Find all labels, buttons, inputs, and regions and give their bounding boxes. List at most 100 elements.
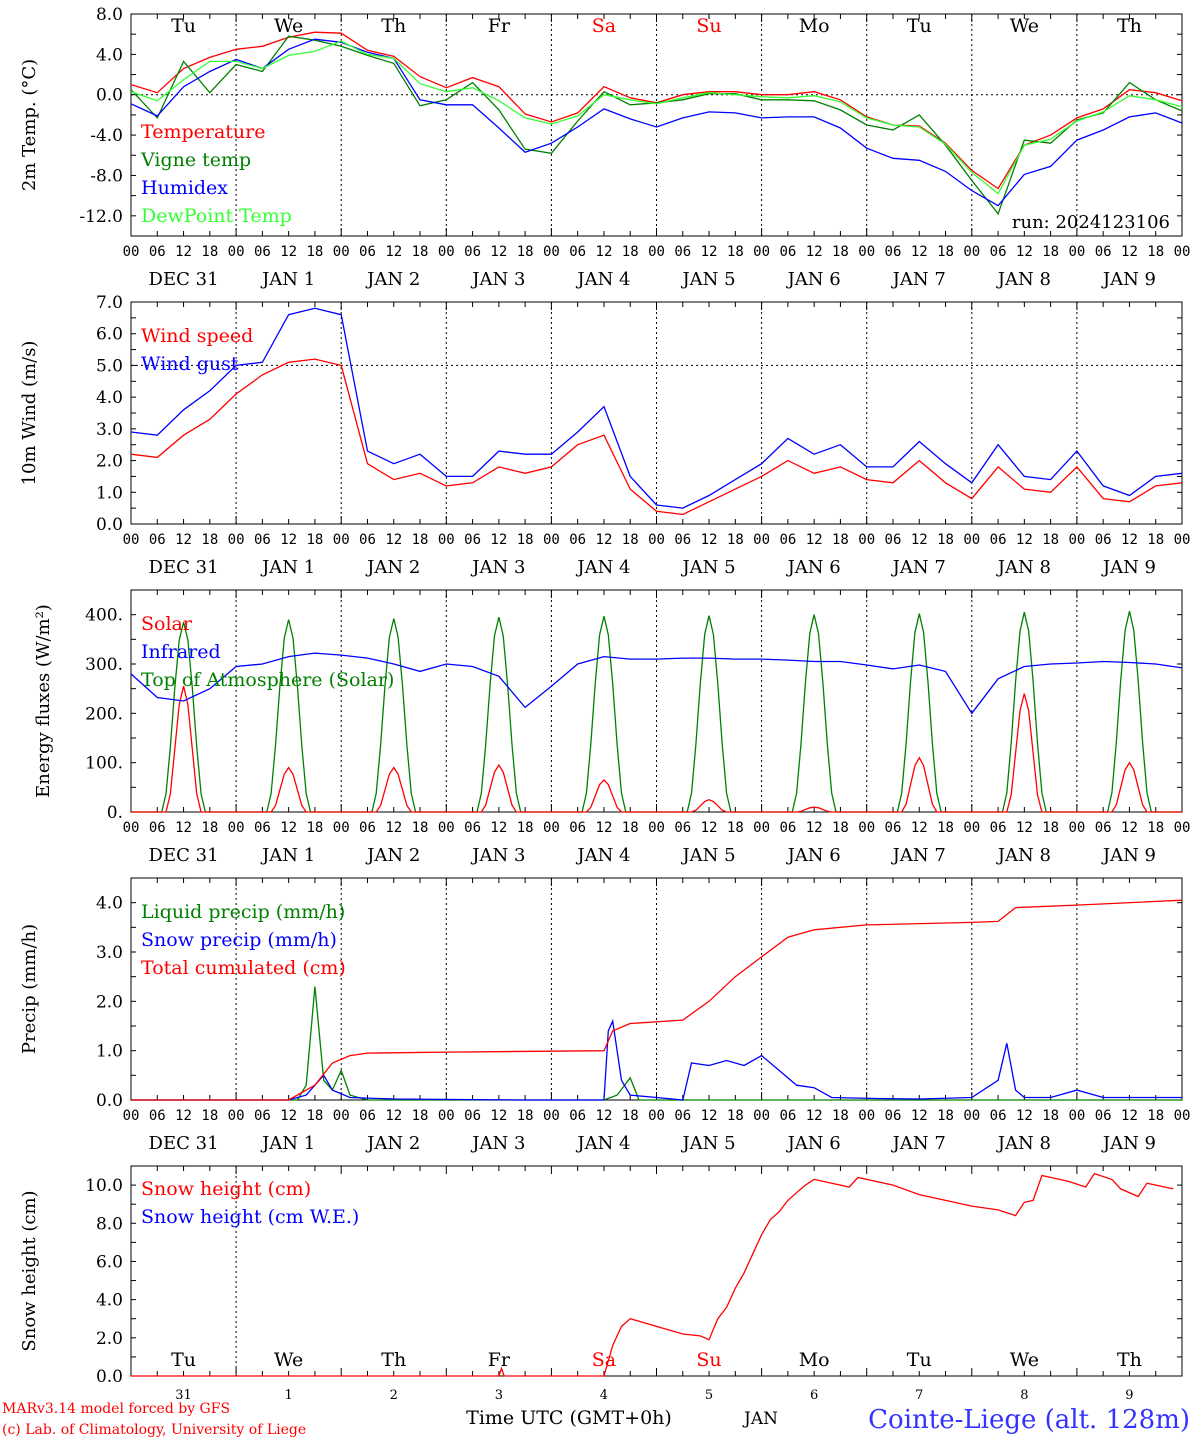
- hour-tick-label: 18: [412, 244, 429, 260]
- hour-tick-label: 00: [438, 532, 455, 548]
- weekday-label: Fr: [488, 15, 511, 37]
- hour-tick-label: 00: [438, 820, 455, 836]
- y-tick-label: 1.0: [96, 483, 123, 503]
- hour-tick-label: 18: [306, 820, 323, 836]
- series-line-2: [130, 35, 1183, 216]
- series-line-4: [130, 40, 1183, 195]
- hour-tick-label: 00: [858, 244, 875, 260]
- hour-tick-label: 12: [596, 244, 613, 260]
- chart-panel-4: 0.0 1.0 2.0 3.0 4.0 Precip (mm/h) 00 06 12 18 DEC …: [19, 877, 1190, 1154]
- date-label: DEC 31: [149, 845, 219, 866]
- station-label: Cointe-Liege (alt. 128m): [868, 1405, 1190, 1435]
- weekday-label: Sa: [592, 15, 616, 37]
- hour-tick-label: 18: [937, 820, 954, 836]
- infrared-series: [130, 652, 1183, 715]
- series-line-1: [130, 358, 1183, 516]
- y-tick-label: -12.0: [79, 207, 123, 227]
- hour-tick-label: 12: [280, 532, 297, 548]
- hour-tick-label: 12: [701, 1108, 718, 1124]
- hour-tick-label: 18: [1147, 1108, 1164, 1124]
- day-number-label: 6: [810, 1388, 818, 1403]
- legend-entry: Infrared: [141, 641, 221, 663]
- date-label: JAN 1: [260, 845, 315, 866]
- hour-tick-label: 06: [779, 244, 796, 260]
- day-number-label: 2: [390, 1388, 398, 1403]
- hour-tick-label: 12: [175, 820, 192, 836]
- hour-tick-label: 18: [937, 1108, 954, 1124]
- y-tick-label: 3.0: [96, 420, 123, 440]
- hour-tick-label: 18: [832, 244, 849, 260]
- y-tick-label: 10.0: [85, 1176, 123, 1196]
- day-number-label: 9: [1125, 1388, 1133, 1403]
- hour-tick-label: 12: [1016, 820, 1033, 836]
- hour-tick-label: 12: [280, 244, 297, 260]
- date-label: JAN 4: [575, 557, 630, 578]
- hour-tick-label: 12: [806, 820, 823, 836]
- hour-tick-label: 06: [254, 1108, 271, 1124]
- hour-tick-label: 12: [911, 1108, 928, 1124]
- weekday-label: We: [1010, 1349, 1039, 1371]
- hour-tick-label: 18: [727, 532, 744, 548]
- hour-tick-label: 06: [990, 244, 1007, 260]
- y-tick-label: 100.: [85, 754, 123, 774]
- date-label: JAN 4: [575, 845, 630, 866]
- chart-panel-1: 8.0 4.0 0.0 -4.0 -8.0 -12.0 2m Temp. (°C) 00 06 1…: [19, 5, 1190, 290]
- day-number-label: 3: [495, 1388, 503, 1403]
- hour-tick-label: 12: [175, 532, 192, 548]
- legend-entry: Temperature: [141, 121, 265, 143]
- footer-lab-text: (c) Lab. of Climatology, University of L…: [2, 1422, 306, 1438]
- hour-tick-label: 18: [412, 1108, 429, 1124]
- legend-entry: Snow height (cm W.E.): [141, 1206, 359, 1228]
- hour-tick-label: 12: [1016, 532, 1033, 548]
- date-label: JAN 7: [891, 1133, 946, 1154]
- hour-tick-label: 18: [201, 532, 218, 548]
- date-label: JAN 1: [260, 1133, 315, 1154]
- weekday-label: We: [274, 1349, 303, 1371]
- hour-tick-label: 06: [885, 820, 902, 836]
- date-label: JAN 6: [786, 845, 841, 866]
- hour-tick-label: 18: [622, 532, 639, 548]
- hour-tick-label: 18: [1147, 820, 1164, 836]
- hour-tick-label: 06: [464, 1108, 481, 1124]
- y-tick-label: 0.0: [96, 515, 123, 535]
- hour-tick-label: 00: [543, 820, 560, 836]
- series-line-1: [131, 986, 1182, 1101]
- hour-tick-label: 06: [779, 1108, 796, 1124]
- legend-entry: DewPoint Temp: [141, 205, 292, 227]
- date-label: JAN 1: [260, 557, 315, 578]
- hour-tick-label: 00: [438, 244, 455, 260]
- solar-series: [131, 686, 1182, 813]
- y-tick-label: 5.0: [96, 356, 123, 376]
- hour-tick-label: 12: [1016, 1108, 1033, 1124]
- date-label: JAN 6: [786, 557, 841, 578]
- hour-tick-label: 18: [1042, 820, 1059, 836]
- hour-tick-label: 06: [569, 820, 586, 836]
- hour-tick-label: 00: [438, 1108, 455, 1124]
- y-axis-title: Energy fluxes (W/m²): [33, 604, 54, 798]
- y-tick-label: 0.0: [96, 86, 123, 106]
- hour-tick-label: 18: [517, 820, 534, 836]
- legend-entry: Vigne temp: [140, 149, 251, 171]
- y-tick-label: 6.0: [96, 325, 123, 345]
- chart-panel-3: 0. 100. 200. 300. 400. Energy fluxes (W/m²) 00…: [33, 589, 1190, 866]
- y-tick-label: 0.0: [96, 1367, 123, 1387]
- hour-tick-label: 12: [1121, 244, 1138, 260]
- hour-tick-label: 06: [359, 1108, 376, 1124]
- hour-tick-label: 12: [806, 532, 823, 548]
- hour-tick-label: 00: [228, 1108, 245, 1124]
- y-axis-title: 2m Temp. (°C): [19, 59, 40, 191]
- weekday-label: Tu: [171, 15, 196, 37]
- date-label: JAN 5: [680, 557, 735, 578]
- hour-tick-label: 18: [832, 532, 849, 548]
- hour-tick-label: 00: [1068, 820, 1085, 836]
- legend-entry: Wind speed: [141, 325, 253, 347]
- day-number-label: 8: [1020, 1388, 1028, 1403]
- weekday-label: Sa: [592, 1349, 616, 1371]
- hour-tick-label: 06: [990, 820, 1007, 836]
- hour-tick-label: 06: [464, 532, 481, 548]
- hour-tick-label: 00: [1068, 1108, 1085, 1124]
- hour-tick-label: 18: [1147, 532, 1164, 548]
- hour-tick-label: 12: [911, 532, 928, 548]
- hour-tick-label: 18: [201, 820, 218, 836]
